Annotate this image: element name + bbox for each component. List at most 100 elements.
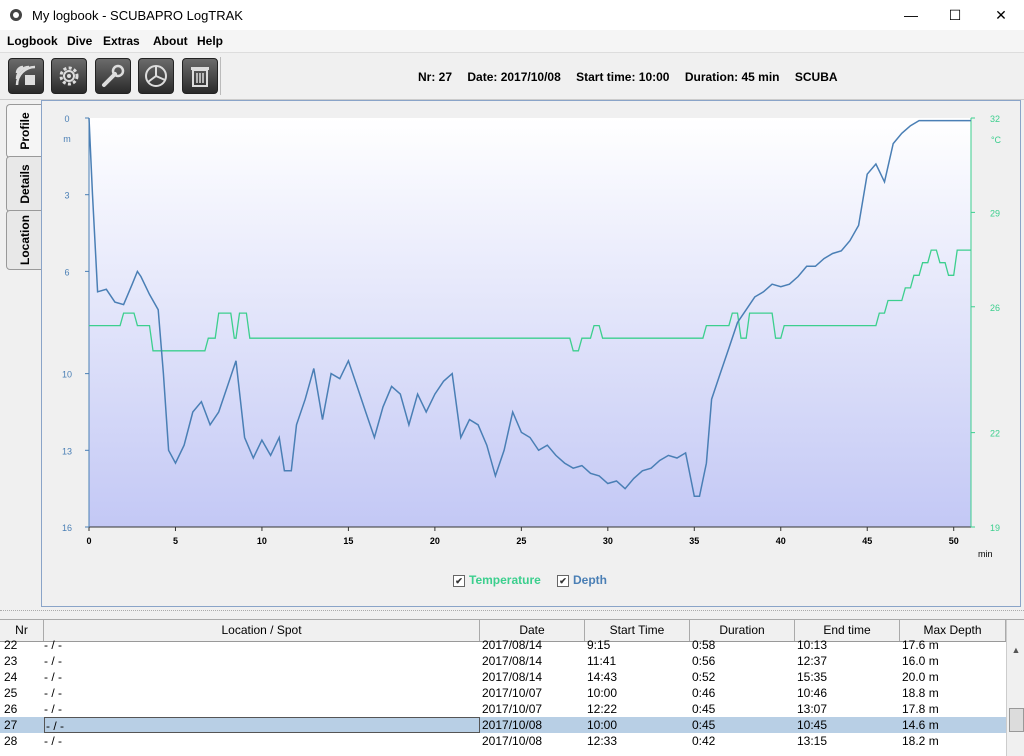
table-row[interactable]: 23 - / - 2017/08/14 11:41 0:56 12:37 16.0 m — [0, 653, 1006, 669]
table-row[interactable]: 25 - / - 2017/10/07 10:00 0:46 10:46 18.8 m — [0, 685, 1006, 701]
close-button[interactable]: ✕ — [995, 7, 1007, 23]
delete-button[interactable] — [182, 58, 218, 94]
table-cell: 20.0 m — [902, 670, 939, 684]
temperature-tick-label: 22 — [990, 429, 1000, 439]
scroll-thumb[interactable] — [1009, 708, 1024, 732]
table-cell: - / - — [44, 638, 62, 652]
table-row[interactable]: 27 - / -2017/10/08 10:00 0:45 10:45 14.6 m — [0, 717, 1006, 733]
download-icon — [15, 65, 36, 86]
view-tabs: Profile Details Location — [4, 100, 44, 605]
temperature-tick-label: 26 — [990, 303, 1000, 313]
menu-logbook[interactable]: Logbook — [7, 34, 58, 48]
dive-profile-chart: 0 5 10 15 20 25 30 35 40 45 50 min 0 3 6 10 13 16 m 32 29 26 2… — [62, 114, 1002, 559]
table-cell: 2017/10/08 — [482, 734, 543, 748]
column-header-date[interactable]: Date — [480, 620, 585, 641]
table-cell: 22 — [4, 638, 18, 652]
panel-splitter[interactable] — [0, 610, 1024, 617]
table-cell: 10:13 — [797, 638, 828, 652]
table-row[interactable]: 22 - / - 2017/08/14 9:15 0:58 10:13 17.6 m — [0, 637, 1006, 653]
menu-bar: Logbook Dive Extras About Help — [0, 30, 1024, 52]
column-header-location-spot[interactable]: Location / Spot — [44, 620, 480, 641]
table-cell: 28 — [4, 734, 18, 748]
x-tick-label: 40 — [776, 536, 786, 546]
dive-duration: Duration: 45 min — [684, 70, 780, 84]
table-cell: 2017/10/08 — [482, 718, 543, 732]
table-cell: - / - — [44, 654, 62, 668]
x-axis-unit: min — [978, 549, 993, 559]
depth-tick-label: 3 — [64, 191, 69, 201]
toolbar: Nr: 27 Date: 2017/10/08 Start time: 10:0… — [0, 52, 1024, 100]
table-cell: 0:42 — [692, 734, 716, 748]
table-cell: 14:43 — [587, 670, 618, 684]
table-cell: - / - — [44, 702, 62, 716]
statistics-pie-icon — [145, 65, 167, 87]
table-header: Nr Location / Spot Date Start Time Duration E… — [0, 620, 1006, 642]
tab-details-label: Details — [18, 164, 32, 204]
table-row[interactable]: 24 - / - 2017/08/14 14:43 0:52 15:35 20.0 m — [0, 669, 1006, 685]
settings-button[interactable] — [51, 58, 87, 94]
tools-button[interactable] — [95, 58, 131, 94]
table-cell: 23 — [4, 654, 18, 668]
x-tick-label: 50 — [949, 536, 959, 546]
menu-about[interactable]: About — [153, 34, 188, 48]
column-header-duration[interactable]: Duration — [690, 620, 795, 641]
table-cell: 24 — [4, 670, 18, 684]
statistics-button[interactable] — [138, 58, 174, 94]
tab-details[interactable]: Details — [6, 156, 44, 212]
title-bar: My logbook - SCUBAPRO LogTRAK — ☐ ✕ — [0, 0, 1024, 30]
table-cell: 9:15 — [587, 638, 611, 652]
table-cell: 10:00 — [587, 686, 618, 700]
tab-profile[interactable]: Profile — [6, 104, 43, 158]
x-tick-label: 35 — [689, 536, 699, 546]
dive-type: SCUBA — [794, 70, 838, 84]
table-cell: 25 — [4, 686, 18, 700]
temperature-tick-label: 29 — [990, 208, 1000, 218]
table-cell: 0:45 — [692, 718, 716, 732]
toolbar-separator — [220, 57, 221, 95]
legend-temperature[interactable]: ✔ Temperature — [453, 573, 541, 587]
tab-location[interactable]: Location — [6, 210, 44, 270]
table-cell: 0:56 — [692, 654, 716, 668]
table-cell: - / - — [44, 717, 480, 733]
depth-series-line — [88, 117, 971, 498]
table-cell: 2017/08/14 — [482, 654, 543, 668]
menu-dive[interactable]: Dive — [67, 34, 93, 48]
temperature-axis-unit: °C — [991, 135, 1002, 145]
table-row[interactable]: 26 - / - 2017/10/07 12:22 0:45 13:07 17.8 m — [0, 701, 1006, 717]
column-header-start-time[interactable]: Start Time — [585, 620, 690, 641]
column-header-max-depth[interactable]: Max Depth — [900, 620, 1006, 641]
table-cell: 18.2 m — [902, 734, 939, 748]
table-cell: 18.8 m — [902, 686, 939, 700]
profile-chart-panel: 0 5 10 15 20 25 30 35 40 45 50 min 0 3 6 10 13 16 m 32 29 26 2… — [41, 100, 1021, 607]
table-row[interactable]: 28 - / - 2017/10/08 12:33 0:42 13:15 18.2 m — [0, 733, 1006, 749]
column-header-nr[interactable]: Nr — [0, 620, 44, 641]
scroll-up-icon[interactable]: ▲ — [1011, 645, 1021, 655]
table-cell: 13:15 — [797, 734, 828, 748]
table-scrollbar[interactable]: ▲ — [1006, 620, 1024, 756]
x-tick-label: 0 — [86, 536, 91, 546]
minimize-button[interactable]: — — [904, 7, 918, 23]
x-tick-label: 10 — [257, 536, 267, 546]
temperature-checkbox[interactable]: ✔ — [453, 574, 465, 587]
window-title: My logbook - SCUBAPRO LogTRAK — [32, 8, 243, 23]
download-button[interactable] — [8, 58, 44, 94]
depth-checkbox[interactable]: ✔ — [557, 574, 569, 587]
table-cell: 0:52 — [692, 670, 716, 684]
column-header-end-time[interactable]: End time — [795, 620, 900, 641]
table-cell: 15:35 — [797, 670, 828, 684]
depth-tick-label: 6 — [64, 267, 69, 277]
table-cell: 12:22 — [587, 702, 618, 716]
menu-extras[interactable]: Extras — [103, 34, 140, 48]
x-tick-label: 15 — [343, 536, 353, 546]
temperature-tick-label: 32 — [990, 114, 1000, 124]
depth-tick-label: 16 — [62, 523, 72, 533]
maximize-button[interactable]: ☐ — [948, 7, 962, 23]
menu-help[interactable]: Help — [197, 34, 224, 48]
x-tick-label: 30 — [603, 536, 613, 546]
app-logo-icon — [10, 9, 22, 21]
legend-temperature-label: Temperature — [469, 573, 541, 587]
table-cell: 10:45 — [797, 718, 828, 732]
legend-depth[interactable]: ✔ Depth — [557, 573, 607, 587]
depth-axis-unit: m — [63, 134, 71, 144]
table-cell: 0:45 — [692, 702, 716, 716]
